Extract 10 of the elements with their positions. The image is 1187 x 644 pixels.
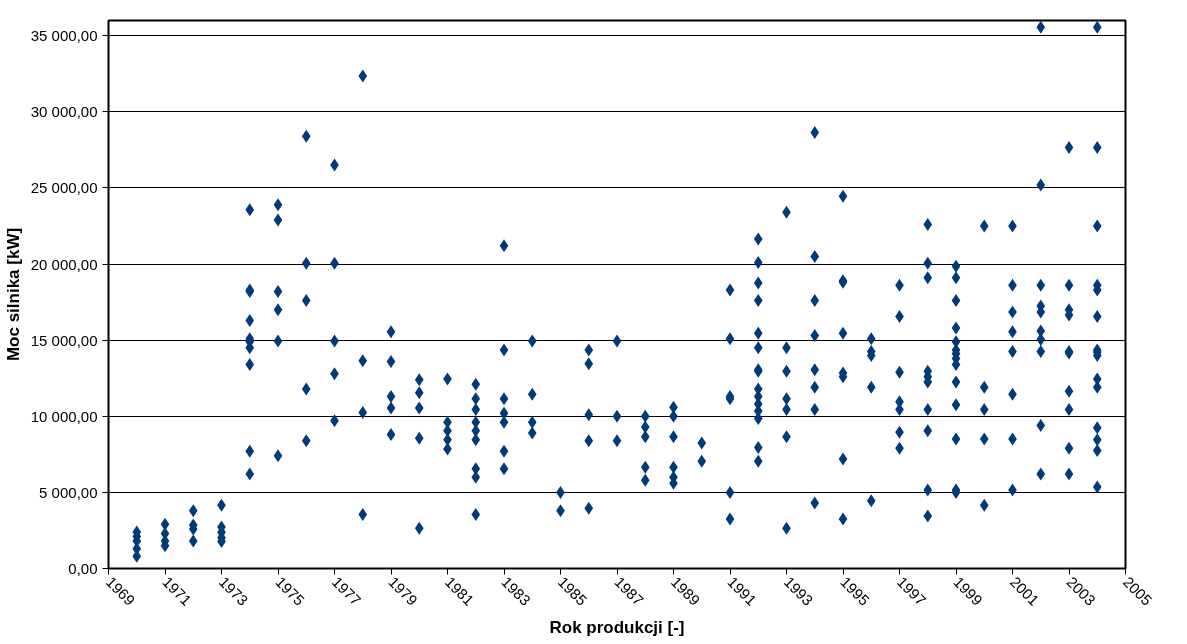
- y-tick-label: 15 000,00: [30, 331, 98, 349]
- y-axis-title: Moc silnika [kW]: [3, 227, 23, 362]
- y-tick-label: 0,00: [68, 560, 98, 577]
- y-tick-label: 10 000,00: [30, 407, 98, 425]
- y-tick-label: 5 000,00: [39, 483, 98, 501]
- y-tick-label: 20 000,00: [30, 255, 98, 273]
- y-tick-label: 35 000,00: [30, 27, 98, 45]
- y-tick-label: 25 000,00: [30, 179, 98, 197]
- y-tick-label: 30 000,00: [30, 103, 98, 121]
- x-axis-title: Rok produkcji [-]: [549, 618, 685, 638]
